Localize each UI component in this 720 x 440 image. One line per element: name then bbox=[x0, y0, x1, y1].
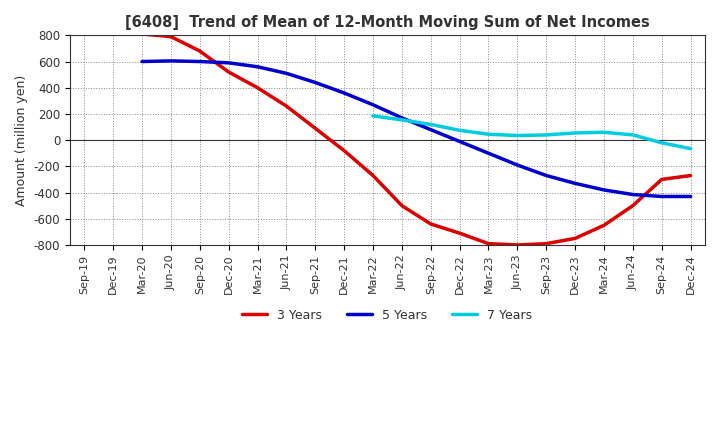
3 Years bbox=[311, 126, 320, 131]
5 Years bbox=[253, 64, 262, 70]
3 Years bbox=[571, 236, 580, 241]
5 Years bbox=[629, 192, 637, 197]
7 Years bbox=[571, 130, 580, 136]
5 Years bbox=[340, 90, 348, 95]
5 Years bbox=[600, 187, 608, 193]
5 Years bbox=[282, 71, 291, 76]
Line: 7 Years: 7 Years bbox=[373, 116, 690, 149]
3 Years bbox=[542, 241, 551, 246]
5 Years bbox=[484, 150, 492, 156]
3 Years bbox=[686, 173, 695, 178]
5 Years bbox=[571, 181, 580, 186]
3 Years bbox=[138, 31, 146, 37]
7 Years bbox=[484, 132, 492, 137]
3 Years bbox=[600, 223, 608, 228]
5 Years bbox=[513, 162, 522, 168]
3 Years bbox=[657, 177, 666, 182]
3 Years bbox=[455, 231, 464, 236]
3 Years bbox=[629, 203, 637, 208]
5 Years bbox=[686, 194, 695, 199]
7 Years bbox=[369, 113, 377, 118]
Y-axis label: Amount (million yen): Amount (million yen) bbox=[15, 74, 28, 206]
5 Years bbox=[542, 173, 551, 178]
Legend: 3 Years, 5 Years, 7 Years: 3 Years, 5 Years, 7 Years bbox=[238, 304, 538, 327]
3 Years bbox=[369, 173, 377, 178]
5 Years bbox=[455, 139, 464, 144]
3 Years bbox=[196, 48, 204, 54]
7 Years bbox=[542, 132, 551, 138]
Line: 3 Years: 3 Years bbox=[84, 33, 690, 245]
5 Years bbox=[196, 59, 204, 64]
5 Years bbox=[225, 60, 233, 66]
5 Years bbox=[397, 115, 406, 121]
3 Years bbox=[397, 203, 406, 208]
3 Years bbox=[253, 85, 262, 90]
7 Years bbox=[629, 132, 637, 138]
7 Years bbox=[426, 122, 435, 127]
3 Years bbox=[80, 30, 89, 35]
7 Years bbox=[513, 133, 522, 138]
3 Years bbox=[166, 34, 175, 39]
7 Years bbox=[686, 146, 695, 151]
3 Years bbox=[340, 148, 348, 153]
5 Years bbox=[138, 59, 146, 64]
Title: [6408]  Trend of Mean of 12-Month Moving Sum of Net Incomes: [6408] Trend of Mean of 12-Month Moving … bbox=[125, 15, 650, 30]
3 Years bbox=[109, 30, 117, 35]
5 Years bbox=[166, 58, 175, 63]
3 Years bbox=[225, 70, 233, 75]
3 Years bbox=[484, 241, 492, 246]
5 Years bbox=[311, 80, 320, 85]
5 Years bbox=[426, 127, 435, 132]
5 Years bbox=[657, 194, 666, 199]
3 Years bbox=[513, 242, 522, 248]
7 Years bbox=[397, 117, 406, 122]
5 Years bbox=[369, 102, 377, 107]
7 Years bbox=[600, 130, 608, 135]
3 Years bbox=[426, 221, 435, 227]
7 Years bbox=[657, 140, 666, 145]
7 Years bbox=[455, 128, 464, 133]
Line: 5 Years: 5 Years bbox=[142, 61, 690, 197]
3 Years bbox=[282, 103, 291, 109]
